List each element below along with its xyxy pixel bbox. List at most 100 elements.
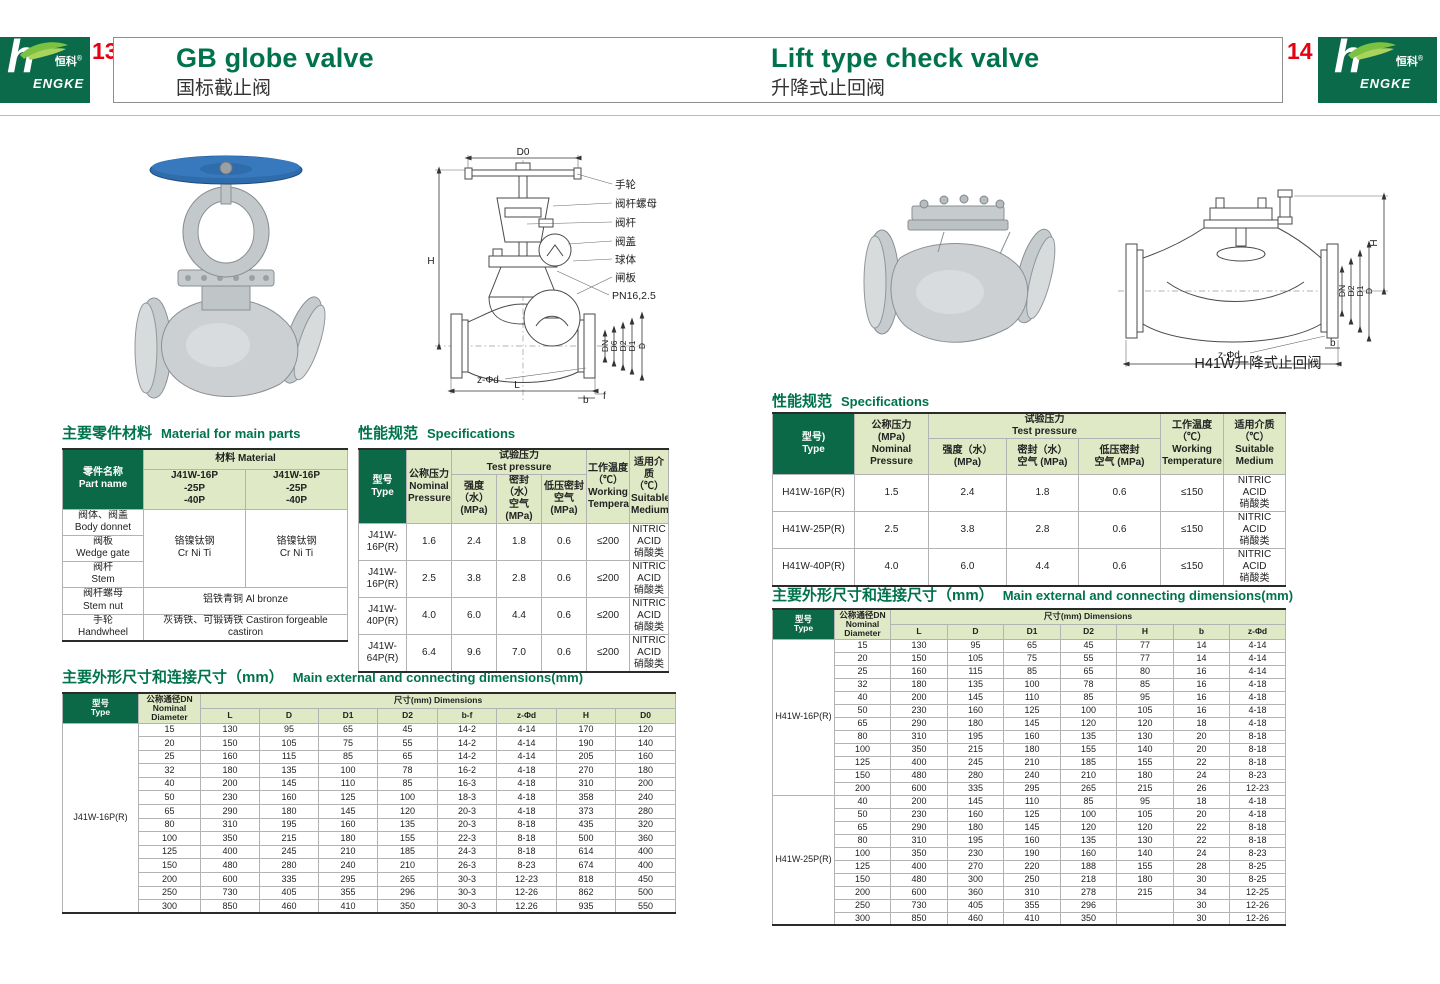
table-cell: 850 [200, 899, 260, 914]
dims-header-type: 型号 Type [772, 608, 835, 640]
table-cell: 435 [556, 817, 616, 833]
table-cell: 360 [947, 885, 1004, 900]
table-cell: 240 [614, 790, 677, 806]
table-cell: 14-2 [437, 722, 497, 738]
table-cell: 100 [1003, 677, 1061, 692]
table-cell: 150 [890, 651, 948, 666]
brand-logo-right: h 恒科® ENGKE [1318, 33, 1437, 103]
table-cell: 18 [1173, 716, 1230, 731]
table-cell: 250 [834, 898, 891, 913]
table-cell: 200 [890, 690, 948, 705]
table-cell: 160 [947, 703, 1004, 718]
table-cell: 355 [318, 885, 378, 901]
table-cell: 12-26 [1229, 898, 1286, 913]
brand-name-cn: 恒科® [54, 55, 82, 68]
right-dims-section-title: 主要外形尺寸和连接尺寸（mm） Main external and connect… [772, 587, 1294, 604]
table-cell: 130 [1116, 729, 1174, 744]
table-row: 20 150 105 75 55 14-2 4-14 190 140 [63, 736, 677, 751]
table-cell: 200 [834, 781, 891, 796]
table-cell: 180 [1003, 742, 1061, 757]
table-cell: 160 [1060, 846, 1117, 861]
table-cell: 460 [947, 911, 1004, 926]
table-cell: 8-25 [1229, 872, 1286, 887]
table-cell: 188 [1060, 859, 1117, 874]
table-cell: D [259, 707, 319, 724]
table-cell: 75 [318, 736, 378, 751]
table-cell: 12-23 [496, 872, 557, 887]
table-cell: 155 [377, 831, 438, 846]
table-cell: 65 [138, 804, 201, 819]
material-cell: 铬镍钛钢 Cr Ni Ti [143, 508, 246, 588]
type-cell: H41W-16P(R) [772, 638, 835, 796]
table-cell: 150 [834, 768, 891, 783]
table-cell: 2.8 [496, 560, 542, 598]
check-valve-photo [863, 194, 1056, 343]
table-cell: 16-3 [437, 776, 497, 792]
spec-header-lowseal: 低压密封 空气 (MPa) [540, 474, 588, 524]
part-name-cell: 阀杆螺母 Stem nut [62, 586, 144, 615]
spec-header-lowseal: 低压密封 空气 (MPa) [1077, 438, 1162, 475]
table-cell: 410 [1003, 911, 1061, 926]
table-cell: 295 [1003, 781, 1061, 796]
svg-text:阀杆螺母: 阀杆螺母 [615, 197, 657, 210]
right-page-title: Lift type check valve [771, 43, 1040, 73]
table-cell: 170 [556, 722, 616, 738]
table-cell: H [556, 707, 616, 724]
table-cell: 105 [1116, 807, 1174, 822]
table-cell: 78 [1060, 677, 1117, 692]
table-cell: 405 [259, 885, 319, 901]
table-cell: 280 [259, 858, 319, 874]
table-cell: 145 [947, 690, 1004, 705]
svg-text:b: b [1330, 338, 1336, 349]
table-cell: 24 [1173, 846, 1230, 861]
table-cell: 120 [377, 804, 438, 819]
table-cell: 2.4 [451, 523, 497, 561]
table-cell: 1.6 [406, 523, 452, 561]
table-cell: 150 [200, 736, 260, 751]
table-cell: 355 [1003, 898, 1061, 913]
table-cell: ≤150 [1160, 548, 1225, 587]
table-cell: 24 [1173, 768, 1230, 783]
table-cell: 410 [318, 899, 378, 914]
table-cell: 400 [200, 844, 260, 860]
table-cell: 4-14 [1229, 638, 1286, 653]
table-cell: 20 [138, 736, 201, 751]
table-cell: 110 [1003, 690, 1061, 705]
table-cell: 125 [1003, 703, 1061, 718]
table-cell: 135 [259, 763, 319, 778]
table-cell: 360 [614, 831, 677, 846]
table-cell: H41W-40P(R) [772, 548, 855, 587]
table-cell: J41W-16P(R) [358, 560, 407, 598]
table-row: J41W-64P(R) 6.4 9.6 7.0 0.6 ≤200 NITRIC ACID 硝… [358, 634, 670, 673]
table-cell: 278 [1060, 885, 1117, 900]
table-cell: 185 [1060, 755, 1117, 770]
table-cell: 230 [947, 846, 1004, 861]
table-cell: 110 [1003, 794, 1061, 809]
table-cell: 818 [556, 872, 616, 887]
table-cell: L [890, 623, 948, 640]
table-cell: 40 [834, 690, 891, 705]
table-cell: 20-3 [437, 817, 497, 833]
table-cell: 145 [1003, 716, 1061, 731]
table-cell: 12-23 [1229, 781, 1286, 796]
dims-header-type: 型号 Type [62, 692, 139, 724]
table-cell: 100 [318, 763, 378, 778]
globe-valve-drawing: D0 H 手轮 阀杆螺母 阀 [427, 147, 657, 406]
table-cell: 30 [1173, 898, 1230, 913]
table-cell: 9.6 [451, 634, 497, 673]
spec-header-test: 试验压力 Test pressure [450, 448, 588, 475]
table-cell: 30-3 [437, 899, 497, 914]
table-cell: 78 [377, 763, 438, 778]
table-row: 125 400 270 220 188 155 28 8-25 [773, 859, 1286, 874]
globe-valve-photo [134, 155, 326, 399]
table-cell: 180 [614, 763, 677, 778]
left-page-subtitle: 国标截止阀 [176, 78, 272, 100]
table-row: J41W-16P(R) 1.6 2.4 1.8 0.6 ≤200 NITRIC ACID 硝… [358, 523, 670, 561]
table-cell: 160 [1003, 729, 1061, 744]
table-row: J41W-16P(R) 15 130 95 65 45 14-2 4-14 170 120 [62, 722, 677, 914]
table-cell: 80 [138, 817, 201, 833]
svg-text:闸板: 闸板 [615, 271, 636, 284]
table-cell: 22-3 [437, 831, 497, 846]
table-cell: 135 [947, 677, 1004, 692]
table-cell: 7.0 [496, 634, 542, 673]
